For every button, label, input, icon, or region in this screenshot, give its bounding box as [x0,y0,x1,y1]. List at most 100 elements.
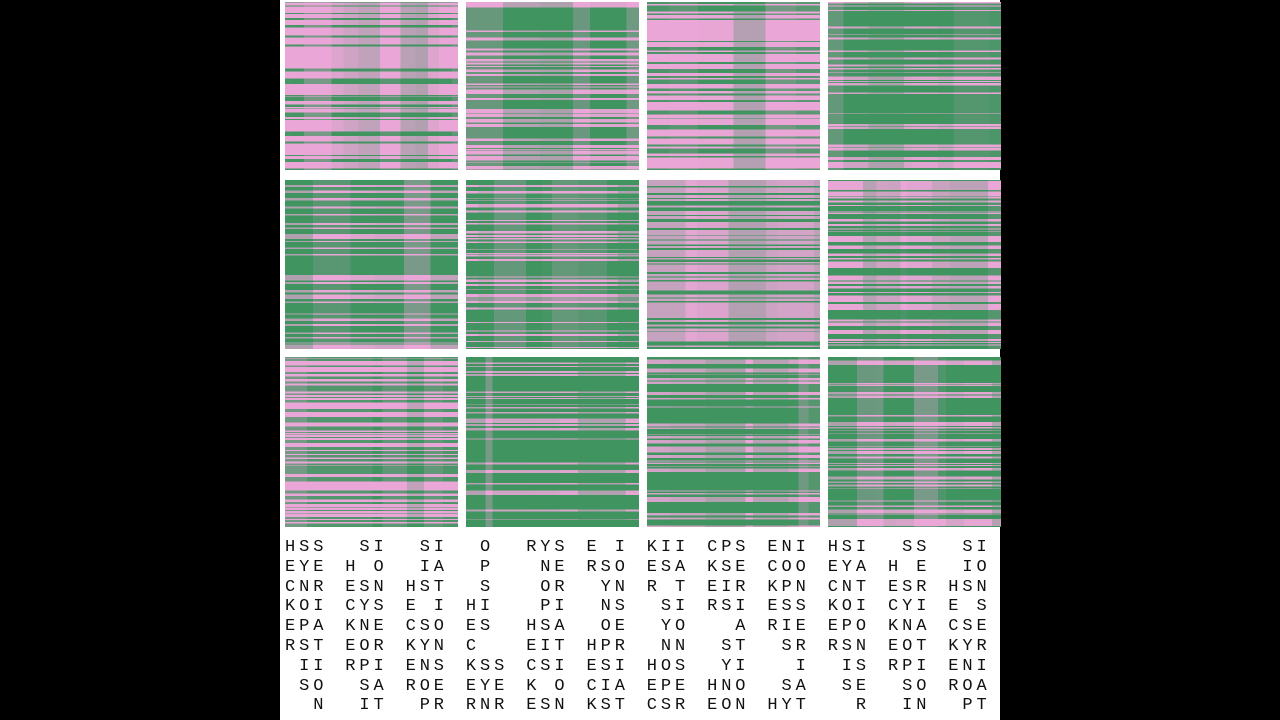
text-group: IA [405,557,448,577]
text-group: SA [767,676,810,696]
text-group: ENI [767,538,810,557]
text-group: CIA [586,676,629,696]
heatmap-panel [647,357,820,527]
text-group: C [465,637,509,656]
sheet: HSS SI SI O RYS E I KII CPS ENI HSI SS SI EYE H… [280,0,1001,720]
text-group: ESI [586,656,629,676]
heatmap-panel [285,357,458,527]
text-group: KNE [345,617,388,637]
text-group: P [465,557,509,577]
text-group: HOS [646,656,690,676]
text-group: S [465,577,509,597]
text-group: ROE [405,676,448,696]
heatmap-panel [828,180,1001,349]
text-group: KYR [948,637,991,656]
text-group: ENS [405,656,448,676]
text-group: ROA [948,676,991,696]
text-group: HSA [526,617,569,637]
text-group: KSE [707,557,750,577]
text-group: IT [345,696,388,716]
text-group: EIT [526,637,569,656]
text-group: HSS [285,538,328,557]
text-group: SI [646,597,690,617]
text-group: NS [586,597,629,617]
text-group: CPS [707,538,750,557]
text-group: CSI [526,656,569,676]
text-group: KOI [827,597,870,617]
heatmap-panel [285,2,458,170]
heatmap-panel [466,180,639,349]
text-group: O [465,538,509,557]
text-group: NN [646,637,690,656]
text-group: HSI [827,538,870,557]
text-group: RSO [586,557,629,577]
text-group: H O [345,557,388,577]
text-group: KOI [285,597,328,617]
text-group: SI [345,538,388,557]
text-group: EOR [345,637,388,656]
text-group: KST [586,696,629,716]
text-group: RIE [767,617,810,637]
text-group: OE [586,617,629,637]
text-group: PI [526,597,569,617]
text-group: N [285,696,328,716]
heatmap-panel [828,357,1001,527]
text-group: HST [405,577,448,597]
text-group: EPA [285,617,328,637]
text-group: HPR [586,637,629,656]
text-group: CYI [888,597,931,617]
text-group: PR [405,696,448,716]
text-group: ESS [767,597,810,617]
heatmap-panel [828,2,1001,170]
text-group: SE [827,676,870,696]
text-group: KYN [405,637,448,656]
text-group: K O [526,676,569,696]
text-group: ESR [888,577,931,597]
text-group: RSN [827,637,870,656]
text-group: PT [948,696,991,716]
text-group: EYA [827,557,870,577]
text-group: CNR [285,577,328,597]
text-group: CNT [827,577,870,597]
text-group: II [285,656,328,676]
text-group: RST [285,637,328,656]
text-group: SO [888,676,931,696]
text-group: IS [827,656,870,676]
text-group: RSI [707,597,750,617]
text-group: HSN [948,577,991,597]
text-group: RNR [465,696,509,716]
text-group: CYS [345,597,388,617]
text-group: E I [586,538,629,557]
text-group: ENI [948,656,991,676]
text-group: KNA [888,617,931,637]
text-group: SA [345,676,388,696]
text-group: RPI [345,656,388,676]
text-group: HI [465,597,509,617]
heatmap-panel [466,357,639,527]
text-group: IO [948,557,991,577]
heatmap-panel [285,180,458,349]
text-group: E S [948,597,991,617]
text-group: YO [646,617,690,637]
text-group: EPE [646,676,690,696]
text-group: KII [646,538,690,557]
text-group: HYT [767,696,810,716]
heatmap-panel [647,180,820,349]
text-group: SI [948,538,991,557]
text-group: ESN [345,577,388,597]
text-group: RPI [888,656,931,676]
text-group: CSR [646,696,690,716]
text-group: OR [526,577,569,597]
text-group: HNO [707,676,750,696]
text-group: EPO [827,617,870,637]
text-group: R [827,696,870,716]
text-group: YI [707,656,750,676]
text-group: CSO [405,617,448,637]
text-group: RYS [526,538,569,557]
text-group: SI [405,538,448,557]
text-group: ES [465,617,509,637]
text-group: H E [888,557,931,577]
text-group: A [707,617,750,637]
text-group: KSS [465,656,509,676]
text-group: ESN [526,696,569,716]
